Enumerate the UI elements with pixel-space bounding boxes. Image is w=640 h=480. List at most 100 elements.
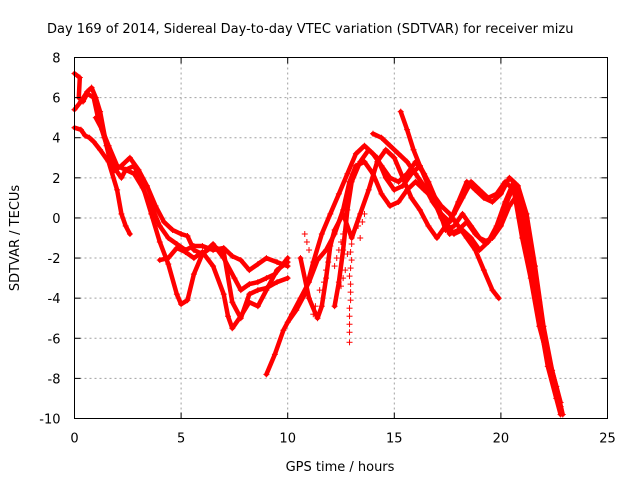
data-point [346, 305, 353, 312]
series-point [263, 275, 270, 282]
y-tick-label: -2 [48, 252, 61, 267]
series-point [438, 210, 445, 217]
series-point [182, 249, 189, 256]
series-point [404, 126, 411, 133]
series-point [519, 235, 526, 241]
series-point [90, 138, 97, 145]
series-point [369, 130, 376, 137]
series-point [323, 247, 330, 254]
series-point [395, 198, 402, 205]
series-point [178, 230, 185, 237]
series-point [288, 311, 295, 318]
series-point [109, 168, 116, 175]
series-point [77, 98, 84, 105]
series-point [199, 249, 206, 256]
series-point [340, 247, 347, 254]
series-point [472, 230, 479, 237]
series-point [468, 222, 475, 229]
series-point [229, 325, 236, 332]
series-point [404, 158, 411, 165]
y-tick-label: -8 [48, 372, 61, 387]
series-point [237, 313, 244, 320]
data-point [333, 255, 340, 262]
series-point [493, 222, 500, 229]
series-point [557, 399, 564, 406]
series-point [506, 174, 513, 181]
series-point [412, 178, 419, 185]
x-tick-label: 5 [177, 432, 185, 447]
series-point [480, 267, 487, 274]
data-point [347, 289, 354, 296]
series-point [86, 134, 93, 141]
series-point [220, 291, 227, 298]
series-point [399, 182, 406, 189]
series-point [382, 174, 389, 181]
data-point [306, 247, 313, 254]
series-point [421, 170, 428, 177]
data-point [348, 241, 355, 248]
series-point [327, 243, 334, 250]
series-point [378, 162, 385, 169]
series-point [476, 247, 483, 254]
series-track-2 [72, 85, 290, 293]
series-point [378, 134, 385, 141]
y-tick-label: 4 [52, 132, 60, 147]
series-point [84, 88, 91, 95]
series-point [271, 271, 278, 278]
series-point [139, 182, 146, 189]
series-point [352, 150, 359, 157]
x-tick-labels: 0 5 10 15 20 25 [70, 432, 615, 447]
data-point [338, 283, 344, 290]
y-tick-label: 6 [52, 92, 60, 107]
series-point [118, 210, 125, 217]
data-point [346, 321, 353, 328]
series-point [472, 186, 479, 193]
series-point [391, 186, 398, 193]
x-tick-label: 25 [599, 432, 616, 447]
chart-title: Day 169 of 2014, Sidereal Day-to-day VTE… [47, 22, 573, 37]
x-tick-label: 0 [70, 432, 78, 447]
series-point [549, 367, 556, 374]
series-point [489, 198, 496, 205]
series-point [165, 261, 172, 268]
series-point [173, 245, 180, 252]
series-point [274, 259, 281, 266]
series-point [410, 146, 417, 153]
series-point [114, 186, 121, 193]
series-point [399, 174, 406, 181]
series-point [489, 235, 496, 241]
series-point [519, 214, 526, 221]
data-point [320, 279, 327, 286]
series-point [88, 84, 95, 91]
axis-ticks [74, 57, 608, 419]
series-point [178, 301, 185, 308]
series-point [237, 257, 244, 264]
series-point [369, 150, 376, 157]
series-point [246, 291, 253, 298]
series-point [105, 158, 112, 165]
series-point [395, 178, 402, 185]
series-point [463, 178, 470, 185]
data-point [346, 339, 353, 346]
series-point [263, 371, 270, 378]
series-point [463, 218, 470, 225]
data-point [312, 303, 319, 310]
y-tick-label: -10 [39, 413, 60, 428]
series-point [246, 299, 253, 306]
data-point [347, 249, 354, 256]
series-point [433, 235, 440, 241]
series-point [284, 275, 291, 282]
data-point [316, 287, 323, 294]
series-point [365, 146, 372, 153]
series-point [489, 287, 496, 294]
data-point [310, 311, 317, 318]
data-point [331, 263, 338, 270]
series-point [184, 297, 191, 304]
data-point [323, 267, 330, 274]
series-point [152, 202, 159, 209]
series-point [331, 226, 338, 233]
series-point [523, 210, 530, 217]
series-point [229, 299, 236, 306]
y-tick-label: -4 [48, 292, 61, 307]
series-point [131, 162, 138, 169]
